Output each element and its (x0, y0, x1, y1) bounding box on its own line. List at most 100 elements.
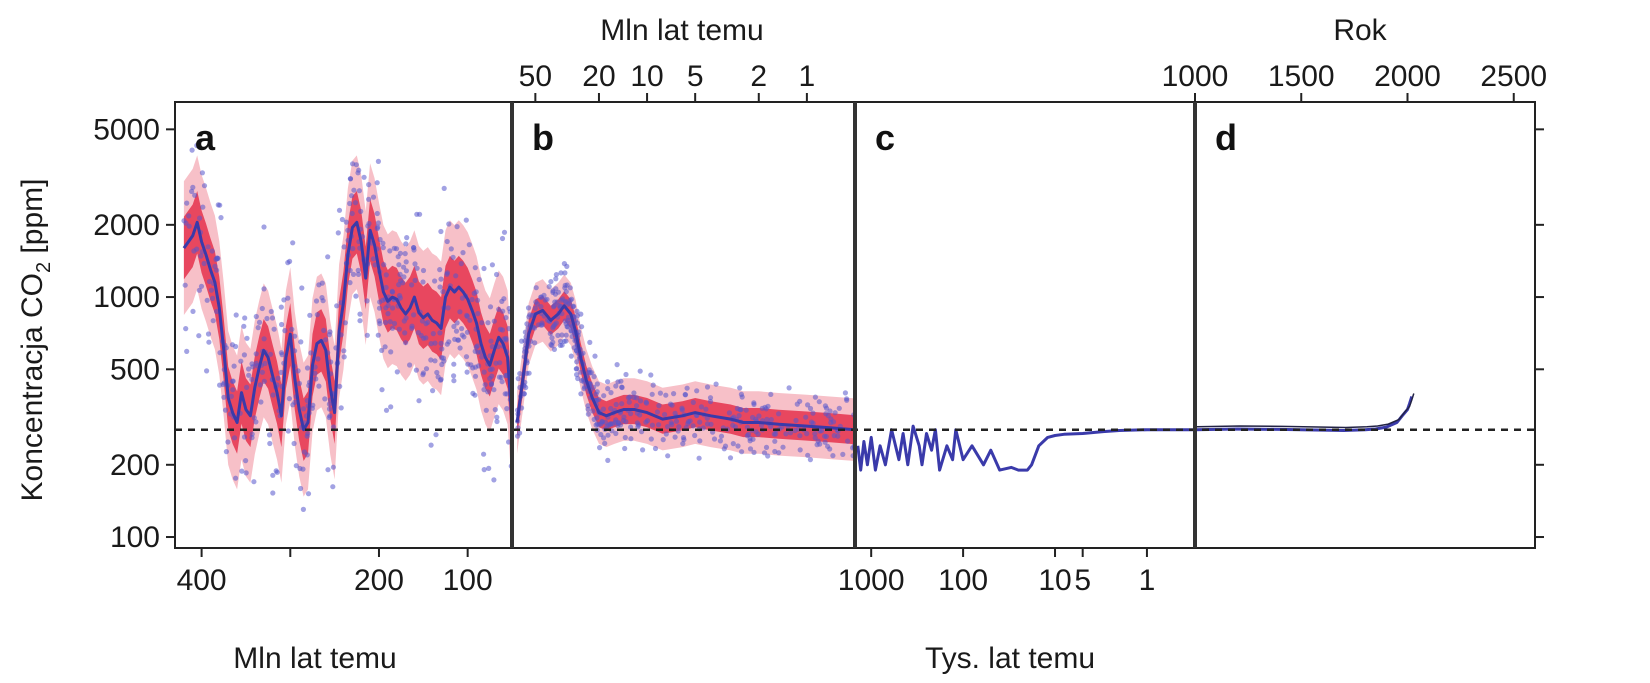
data-point-a (459, 295, 465, 301)
data-point-b (807, 405, 814, 412)
data-point-b (548, 279, 554, 285)
data-point-a (390, 305, 396, 311)
data-point-a (341, 348, 347, 354)
data-point-b (812, 431, 818, 437)
data-point-a (375, 220, 381, 226)
data-point-b (780, 444, 786, 450)
data-point-b (730, 422, 736, 428)
data-point-a (267, 440, 273, 447)
data-point-a (350, 246, 356, 252)
data-point-b (747, 446, 754, 452)
data-point-a (460, 250, 466, 256)
data-point-b (605, 432, 611, 438)
data-point-a (458, 261, 464, 267)
data-point-a (314, 312, 320, 318)
data-point-b (596, 396, 602, 402)
data-point-a (504, 406, 510, 412)
data-point-a (285, 260, 291, 266)
data-point-a (411, 245, 417, 251)
data-point-a (493, 360, 499, 366)
data-point-a (377, 299, 383, 305)
data-point-b (550, 288, 556, 294)
data-point-b (546, 284, 552, 290)
data-point-a (375, 332, 381, 338)
x-tick-label-c: 100 (938, 564, 988, 597)
data-point-a (201, 260, 207, 267)
data-point-a (270, 490, 276, 496)
data-point-a (469, 296, 475, 303)
data-point-a (352, 200, 359, 206)
data-point-a (290, 240, 296, 246)
data-point-a (322, 396, 328, 402)
data-point-b (591, 416, 597, 422)
data-point-a (428, 341, 434, 347)
data-point-b (587, 370, 593, 376)
data-point-a (249, 376, 255, 382)
data-point-a (423, 335, 429, 341)
data-point-a (325, 254, 331, 260)
data-point-a (500, 308, 506, 314)
data-point-a (182, 282, 188, 288)
data-point-a (357, 318, 363, 324)
data-point-a (496, 374, 502, 380)
data-point-a (366, 196, 372, 202)
data-point-a (201, 183, 208, 189)
data-point-a (189, 147, 195, 153)
data-point-b (671, 391, 677, 397)
data-point-a (383, 272, 389, 278)
data-point-a (258, 399, 264, 405)
data-point-a (199, 170, 205, 176)
data-point-a (433, 432, 439, 438)
data-point-a (204, 297, 210, 303)
data-point-a (419, 318, 425, 324)
data-point-b (656, 403, 662, 409)
data-point-a (221, 394, 227, 400)
data-point-a (464, 329, 470, 335)
data-point-b (578, 369, 584, 375)
data-point-b (739, 449, 745, 455)
data-point-b (736, 413, 742, 419)
data-point-a (402, 251, 408, 257)
data-point-a (414, 265, 420, 271)
data-point-b (747, 438, 753, 444)
data-point-a (388, 404, 394, 410)
data-point-a (463, 354, 470, 360)
data-point-b (840, 451, 846, 457)
data-point-a (285, 428, 291, 434)
data-point-a (470, 390, 476, 396)
data-point-b (587, 339, 593, 345)
data-point-a (387, 248, 393, 254)
data-point-a (300, 506, 306, 512)
data-point-b (648, 372, 654, 378)
data-point-a (239, 468, 245, 474)
data-point-b (765, 453, 771, 459)
data-point-b (703, 406, 709, 412)
data-point-a (186, 213, 192, 219)
data-point-a (286, 396, 292, 402)
data-point-b (704, 415, 710, 421)
panel-letter-c: c (875, 117, 895, 158)
data-point-b (726, 410, 733, 416)
data-point-b (581, 386, 587, 392)
data-point-a (292, 333, 298, 339)
data-point-a (225, 439, 231, 445)
data-point-a (356, 167, 362, 173)
data-point-a (345, 227, 351, 233)
data-point-a (475, 311, 481, 317)
data-point-b (593, 391, 599, 397)
data-point-a (244, 335, 250, 341)
data-point-a (200, 204, 206, 210)
data-point-a (466, 242, 472, 248)
data-point-a (321, 327, 327, 333)
y-axis: 100 200 500 1000 2000 5000 (93, 113, 1544, 554)
data-point-a (229, 378, 236, 384)
data-point-b (656, 422, 662, 428)
data-point-a (387, 319, 393, 325)
data-point-a (326, 401, 332, 407)
data-point-b (668, 420, 674, 426)
data-point-a (366, 220, 372, 227)
data-point-b (727, 455, 734, 461)
data-point-a (437, 330, 443, 336)
data-point-b (682, 392, 689, 398)
data-point-b (672, 434, 678, 440)
